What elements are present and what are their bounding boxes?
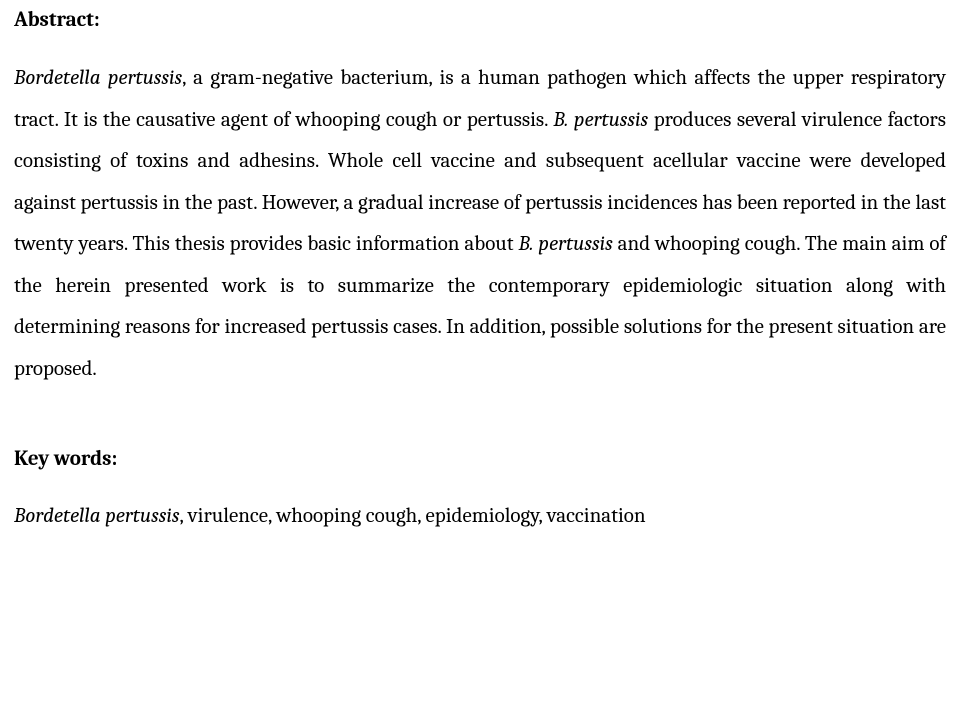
species-name: Bordetella pertussis bbox=[14, 66, 182, 90]
keywords-text: , virulence, whooping cough, epidemiolog… bbox=[179, 504, 645, 528]
keywords-heading: Key words: bbox=[14, 447, 946, 471]
abstract-paragraph: Bordetella pertussis, a gram-negative ba… bbox=[14, 58, 946, 391]
species-name: B. pertussis bbox=[518, 232, 612, 256]
abstract-heading: Abstract: bbox=[14, 8, 946, 32]
keywords-line: Bordetella pertussis, virulence, whoopin… bbox=[14, 497, 946, 537]
species-name: B. pertussis bbox=[553, 108, 648, 132]
species-name: Bordetella pertussis bbox=[14, 504, 179, 528]
